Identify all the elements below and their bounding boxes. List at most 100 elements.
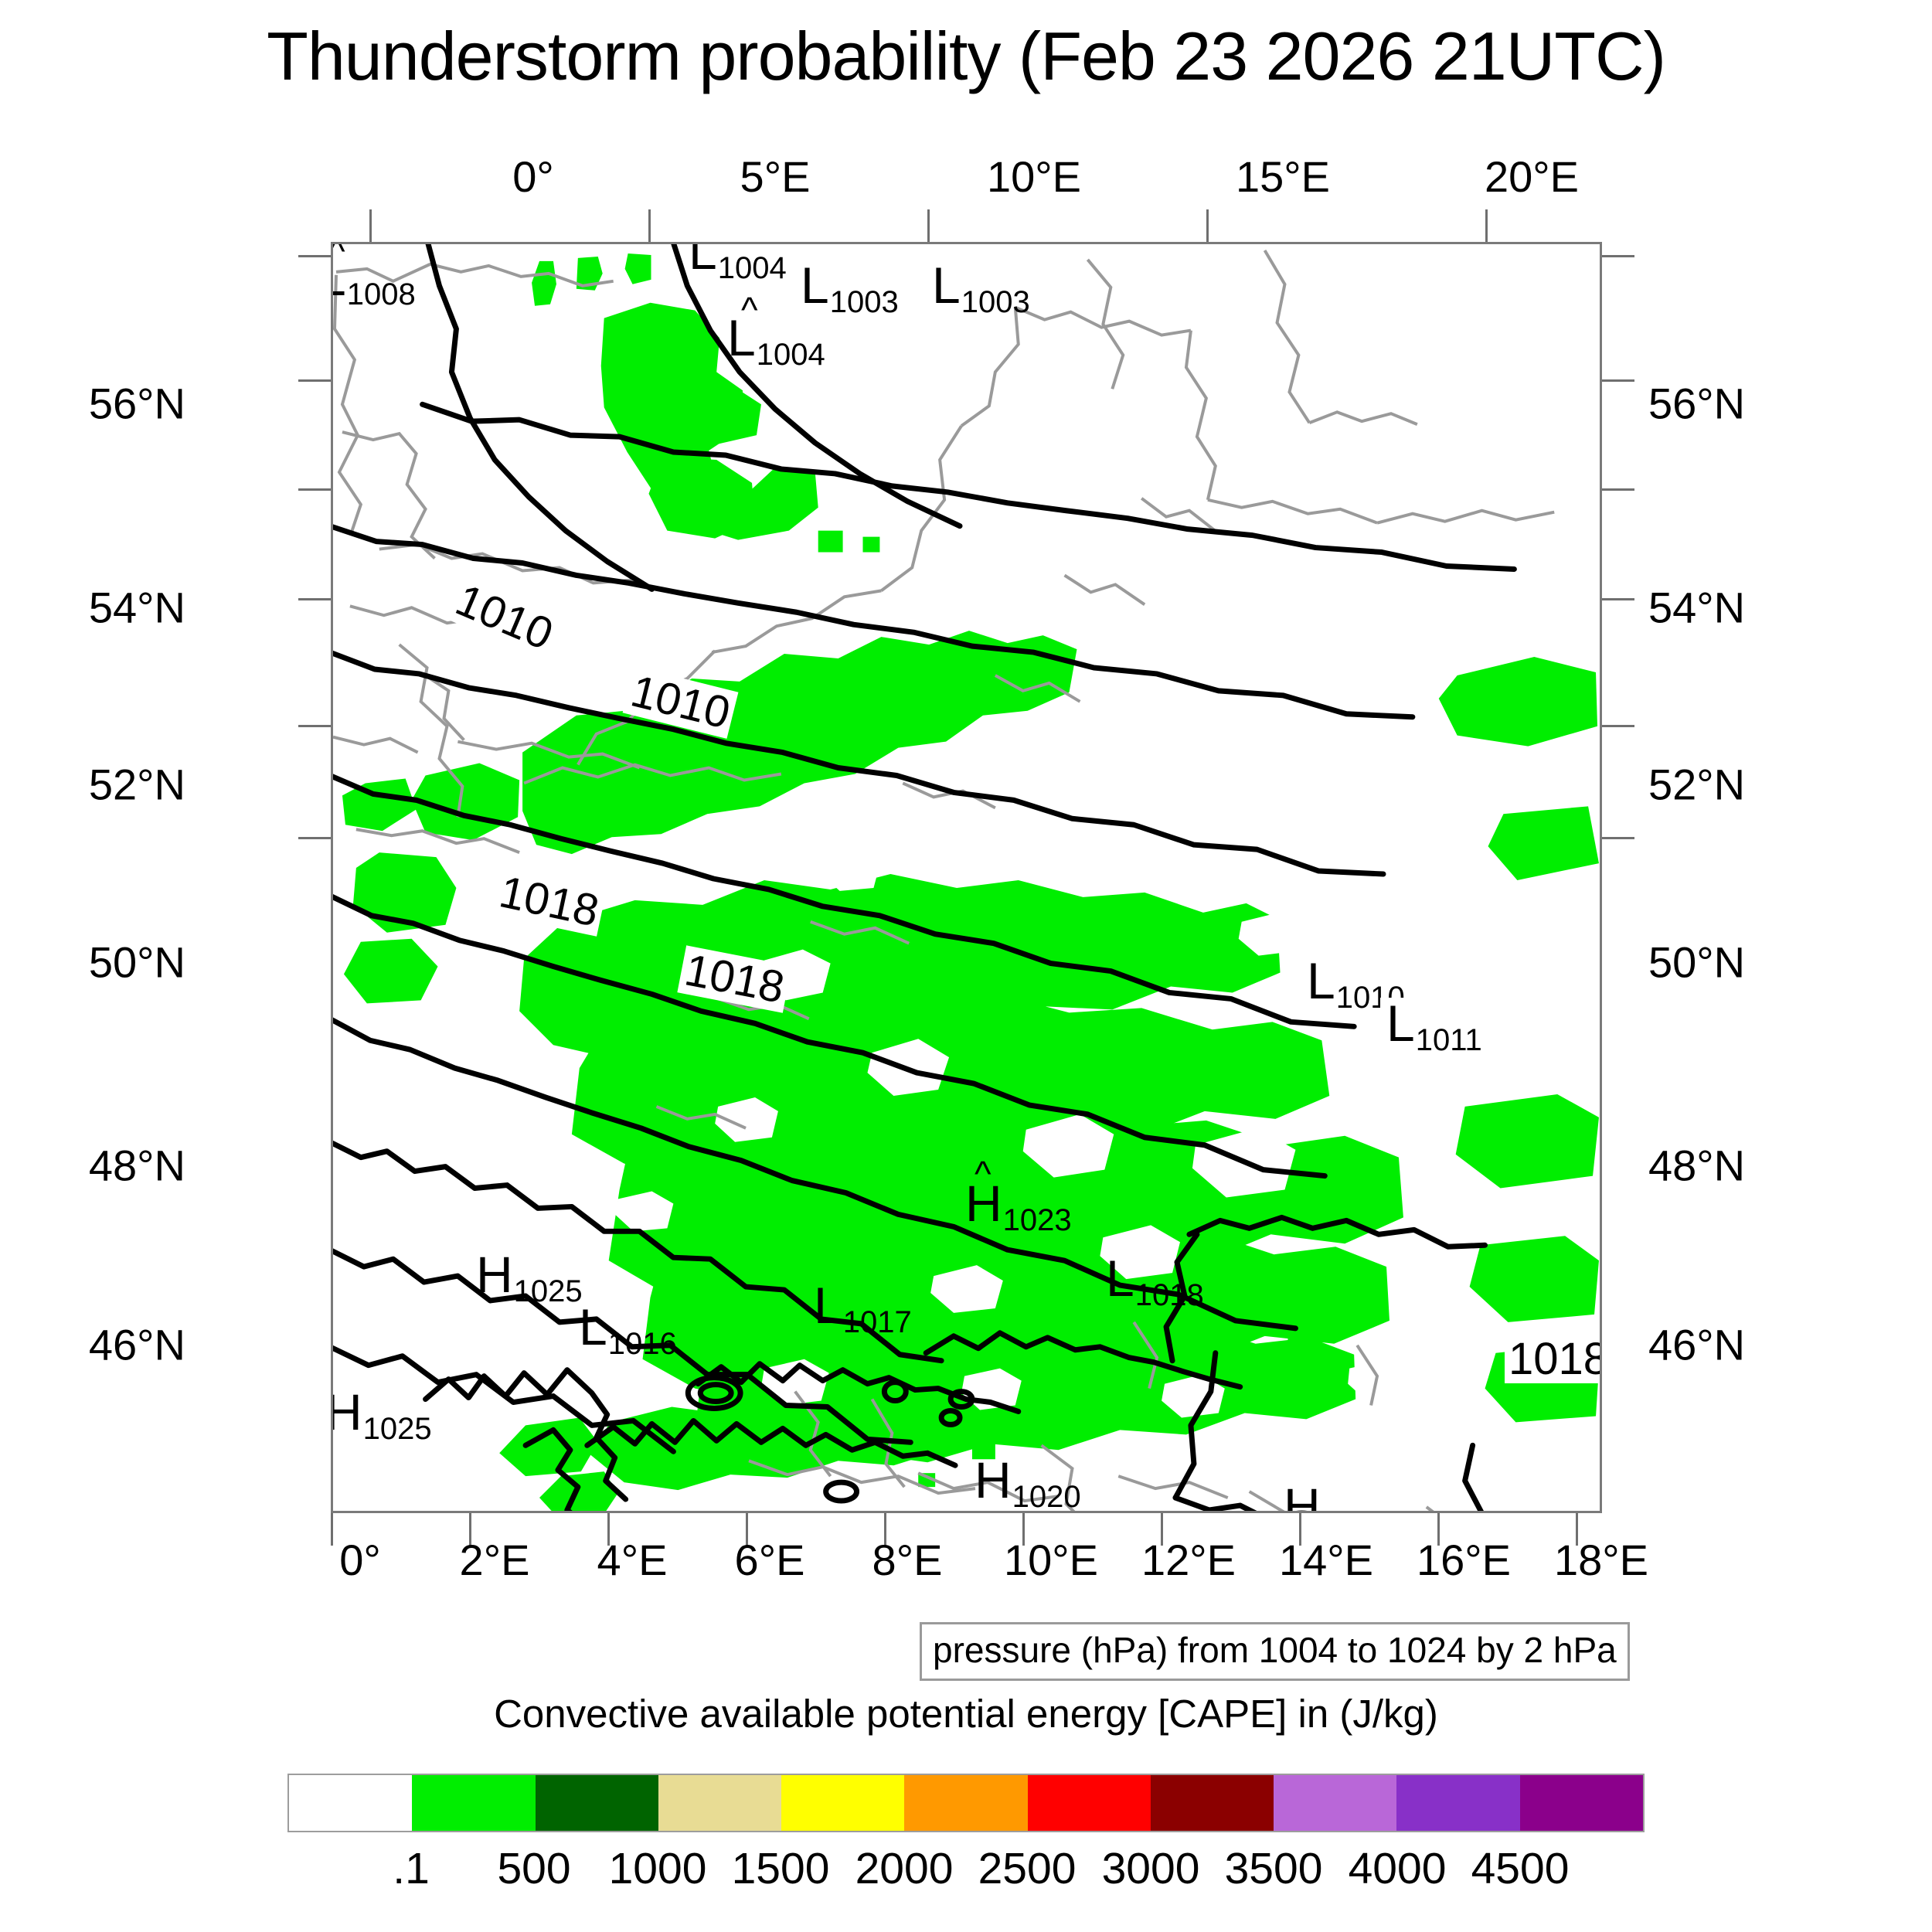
pressure-low-1003-a: L1003 — [801, 257, 899, 319]
cape-tick-5: 2500 — [978, 1844, 1077, 1893]
cape-tick-1: 500 — [497, 1844, 571, 1893]
pressure-low-1018-east: L1018 — [1106, 1250, 1204, 1312]
pressure-low-1003-b: L1003 — [932, 257, 1030, 319]
tick-top-10 — [927, 209, 930, 242]
pressure-contour-legend: pressure (hPa) from 1004 to 1024 by 2 hP… — [920, 1622, 1630, 1681]
pressure-low-1016: L1016 — [579, 1298, 677, 1361]
tick-left-56 — [298, 255, 331, 257]
cape-shaded-region — [342, 253, 1600, 1511]
isobars — [333, 244, 1517, 1511]
tick-right-46 — [1602, 837, 1634, 839]
map-canvas — [333, 244, 1600, 1511]
pressure-low-1017: L1017 — [814, 1277, 912, 1339]
pressure-low-1004-north: L1004 — [689, 242, 787, 285]
tick-right-48 — [1602, 725, 1634, 727]
lon-label-top-0: 0° — [512, 152, 554, 201]
cape-tick-0: .1 — [393, 1844, 430, 1893]
lat-label-left-46: 46°N — [88, 1320, 185, 1369]
tick-right-54 — [1602, 379, 1634, 382]
cape-colorbar-cell-4 — [781, 1775, 905, 1831]
tick-top-20 — [1485, 209, 1488, 242]
lon-label-top-5: 5°E — [740, 152, 811, 201]
lat-label-right-56: 56°N — [1648, 379, 1746, 428]
tick-bot-4 — [607, 1513, 610, 1546]
contour-label-1018-edge: 1018 — [1505, 1335, 1600, 1383]
lat-label-left-48: 48°N — [88, 1141, 185, 1190]
cape-tick-9: 4500 — [1471, 1844, 1570, 1893]
pressure-high-1023: H1023 — [965, 1175, 1072, 1237]
lat-label-left-52: 52°N — [88, 760, 185, 809]
lon-label-bot-18: 18°E — [1553, 1536, 1649, 1584]
cape-tick-2: 1000 — [608, 1844, 707, 1893]
pressure-high-1025-a: H1025 — [476, 1246, 583, 1308]
cape-colorbar-cell-6 — [1027, 1775, 1151, 1831]
lon-label-bot-4: 4°E — [597, 1536, 668, 1584]
cape-colorbar-cell-9 — [1396, 1775, 1520, 1831]
pressure-high-1025-b: H1025 — [333, 1386, 432, 1446]
lon-label-top-10: 10°E — [986, 152, 1082, 201]
cape-colorbar-cell-3 — [658, 1775, 782, 1831]
page-title: Thunderstorm probability (Feb 23 2026 21… — [267, 18, 1666, 94]
tick-right-56 — [1602, 255, 1634, 257]
map-figure: ^ L1008 L1004 L1003 L1003 ^ L1004 L1010 … — [298, 209, 1634, 1546]
tick-left-48 — [298, 725, 331, 727]
cape-colorbar-cell-2 — [535, 1775, 658, 1831]
pressure-caret-1023: ^ — [975, 1154, 992, 1194]
lat-label-right-50: 50°N — [1648, 937, 1746, 987]
lat-label-left-56: 56°N — [88, 379, 185, 428]
tick-top-0 — [369, 209, 372, 242]
cape-colorbar-cell-5 — [904, 1775, 1028, 1831]
tick-bot-12 — [1161, 1513, 1163, 1546]
lat-label-right-48: 48°N — [1648, 1141, 1746, 1190]
cape-tick-8: 4000 — [1348, 1844, 1447, 1893]
pressure-caret-1008: ^ — [333, 244, 345, 269]
map-plot-frame: ^ L1008 L1004 L1003 L1003 ^ L1004 L1010 … — [331, 242, 1602, 1513]
tick-bot-10 — [1022, 1513, 1025, 1546]
tick-left-50 — [298, 598, 331, 600]
tick-bot-0 — [331, 1513, 333, 1546]
lon-label-bot-0: 0° — [339, 1536, 381, 1584]
tick-bot-6 — [746, 1513, 748, 1546]
tick-bot-8 — [884, 1513, 886, 1546]
cape-tick-6: 3000 — [1101, 1844, 1200, 1893]
pressure-high-1020: H1020 — [975, 1451, 1081, 1513]
lon-label-bot-6: 6°E — [734, 1536, 805, 1584]
cape-tick-3: 1500 — [731, 1844, 830, 1893]
pressure-high-1021: H1021 — [1284, 1478, 1390, 1513]
tick-left-46 — [298, 837, 331, 839]
cape-colorbar-caption: Convective available potential energy [C… — [494, 1692, 1438, 1736]
cape-colorbar-labels: .1 500 1000 1500 2000 2500 3000 3500 400… — [287, 1843, 1645, 1897]
pressure-caret-1004b: ^ — [741, 290, 758, 330]
lat-label-left-50: 50°N — [88, 937, 185, 987]
lat-label-right-46: 46°N — [1648, 1320, 1746, 1369]
tick-bot-18 — [1576, 1513, 1578, 1546]
lon-label-bot-12: 12°E — [1141, 1536, 1236, 1584]
tick-bot-16 — [1437, 1513, 1440, 1546]
tick-top-5 — [648, 209, 651, 242]
lon-label-bot-10: 10°E — [1003, 1536, 1099, 1584]
tick-bot-2 — [469, 1513, 471, 1546]
lon-label-bot-2: 2°E — [459, 1536, 530, 1584]
pressure-low-1011-east: L1011 — [1380, 998, 1488, 1056]
lon-label-bot-8: 8°E — [872, 1536, 943, 1584]
tick-bot-14 — [1299, 1513, 1301, 1546]
lon-label-bot-16: 16°E — [1416, 1536, 1512, 1584]
cape-tick-4: 2000 — [855, 1844, 954, 1893]
tick-left-52 — [298, 488, 331, 491]
tick-left-54 — [298, 379, 331, 382]
tick-right-52 — [1602, 488, 1634, 491]
lat-label-right-52: 52°N — [1648, 760, 1746, 809]
cape-colorbar-cell-7 — [1150, 1775, 1274, 1831]
lon-label-top-15: 15°E — [1235, 152, 1331, 201]
cape-tick-7: 3500 — [1224, 1844, 1323, 1893]
tick-right-50 — [1602, 598, 1634, 600]
cape-colorbar — [287, 1774, 1645, 1832]
cape-colorbar-cell-10 — [1519, 1775, 1643, 1831]
cape-colorbar-cell-1 — [412, 1775, 536, 1831]
lat-label-right-54: 54°N — [1648, 583, 1746, 632]
lon-label-top-20: 20°E — [1484, 152, 1580, 201]
pressure-low-1004-south: L1004 — [727, 309, 825, 372]
lon-label-bot-14: 14°E — [1278, 1536, 1374, 1584]
cape-colorbar-cell-0 — [289, 1775, 413, 1831]
tick-top-15 — [1206, 209, 1209, 242]
